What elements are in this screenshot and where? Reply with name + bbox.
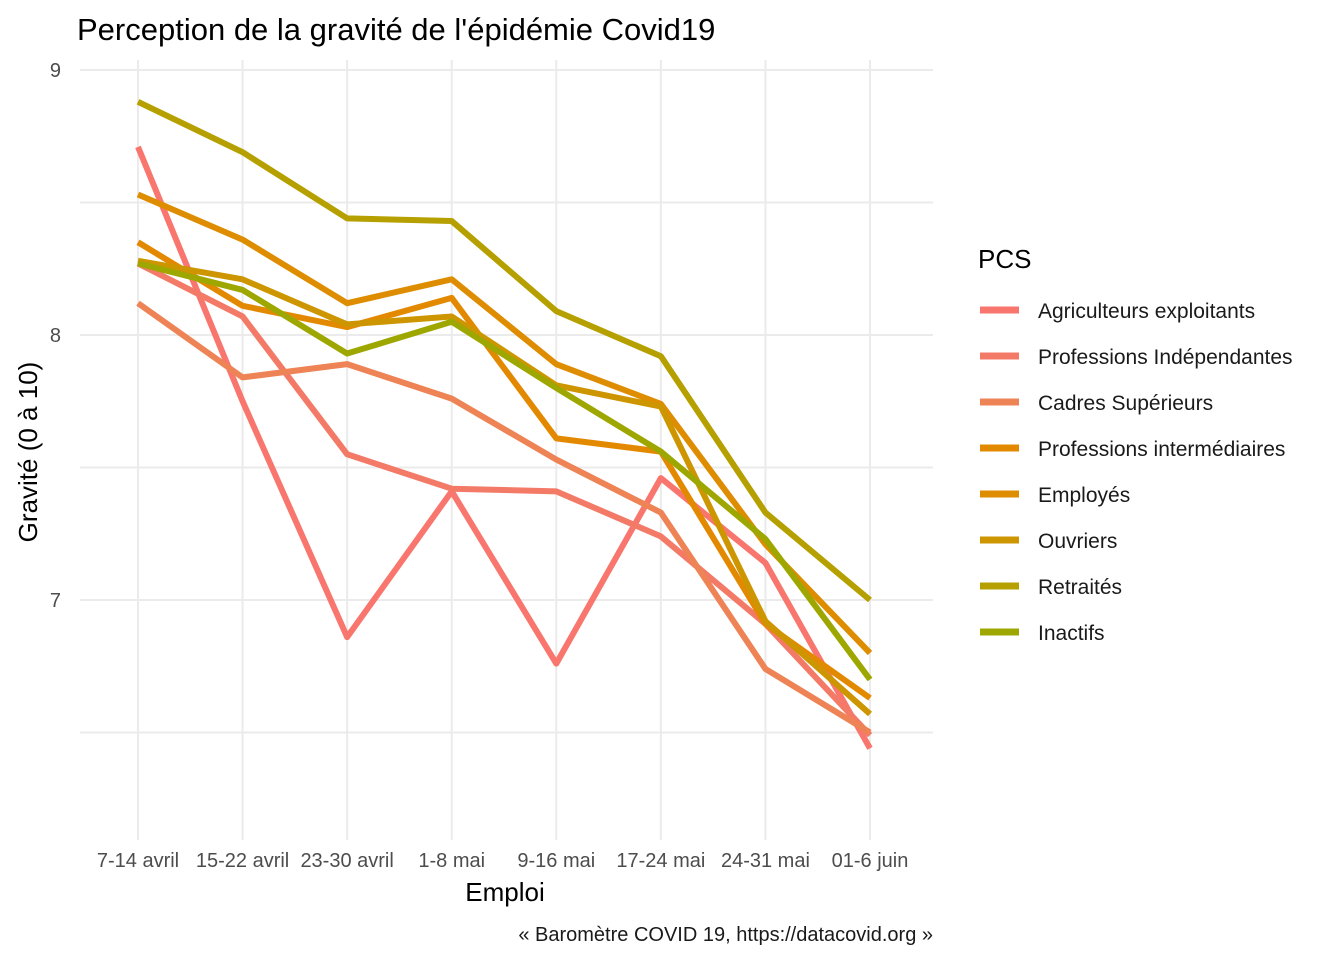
series-line-2 [136,260,873,738]
series-line-3 [136,300,872,736]
y-tick-label: 8 [50,325,61,347]
x-tick-label: 7-14 avril [97,850,179,872]
legend-label: Retraités [1038,576,1122,599]
x-axis-ticks: 7-14 avril 15-22 avril 23-30 avril 1-8 mai 9… [97,850,908,872]
y-axis-title: Gravité (0 à 10) [13,362,43,543]
series-line-8 [137,260,873,682]
legend-label: Professions intermédiaires [1038,438,1285,461]
x-axis-title: Emploi [465,877,544,907]
series-line-4 [136,239,872,701]
y-tick-label: 9 [50,60,61,82]
legend-label: Inactifs [1038,622,1105,645]
x-tick-label: 23-30 avril [300,850,393,872]
x-tick-label: 24-31 mai [721,850,810,872]
y-tick-label: 7 [50,590,61,612]
x-tick-label: 15-22 avril [196,850,289,872]
series-line-7 [136,99,872,603]
caption: « Baromètre COVID 19, https://datacovid.… [518,924,933,946]
x-tick-label: 01-6 juin [832,850,909,872]
legend-label: Professions Indépendantes [1038,346,1293,369]
x-tick-label: 17-24 mai [616,850,705,872]
legend-label: Cadres Supérieurs [1038,392,1213,415]
x-tick-label: 1-8 mai [418,850,485,872]
legend-label: Agriculteurs exploitants [1038,300,1255,323]
x-tick-label: 9-16 mai [517,850,595,872]
legend: PCS Agriculteurs exploitants Professions … [978,244,1293,645]
series-line-1 [135,145,873,750]
series-line-6 [137,257,872,717]
series-lines [135,99,873,750]
chart-title: Perception de la gravité de l'épidémie C… [77,12,715,47]
y-axis-ticks: 7 8 9 [50,60,61,612]
grid [80,60,933,840]
legend-label: Ouvriers [1038,530,1117,553]
legend-title: PCS [978,244,1031,274]
legend-label: Employés [1038,484,1130,507]
